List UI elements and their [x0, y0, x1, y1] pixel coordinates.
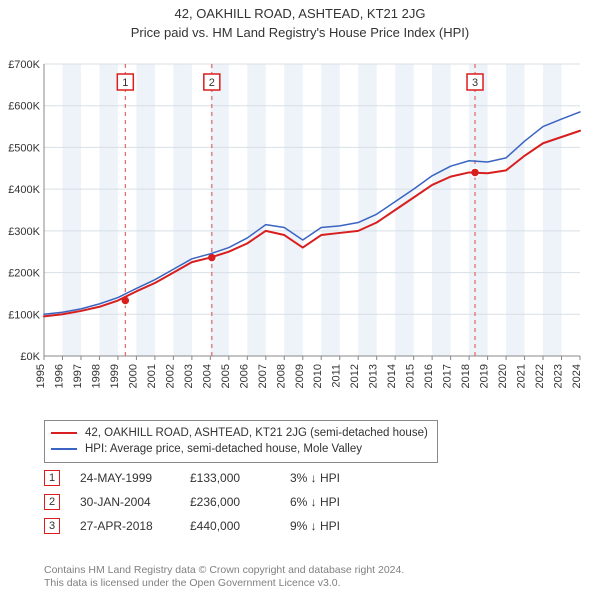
svg-text:1998: 1998	[90, 364, 102, 388]
svg-text:2011: 2011	[331, 364, 343, 388]
svg-text:2024: 2024	[571, 364, 583, 388]
transaction-table: 1 24-MAY-1999 £133,000 3% ↓ HPI 2 30-JAN…	[44, 466, 410, 538]
svg-text:2015: 2015	[405, 364, 417, 388]
svg-text:2001: 2001	[146, 364, 158, 388]
tx-date-3: 27-APR-2018	[80, 519, 190, 533]
svg-text:£700K: £700K	[8, 59, 40, 71]
tx-date-1: 24-MAY-1999	[80, 471, 190, 485]
chart-area: £0K £100K £200K £300K £400K £500K £600K £700K 19…	[0, 56, 600, 416]
svg-text:2021: 2021	[516, 364, 528, 388]
svg-text:2013: 2013	[368, 364, 380, 388]
svg-text:2000: 2000	[127, 364, 139, 388]
svg-text:£600K: £600K	[8, 101, 40, 113]
tx-price-2: £236,000	[190, 495, 290, 509]
table-row: 2 30-JAN-2004 £236,000 6% ↓ HPI	[44, 490, 410, 514]
svg-text:2005: 2005	[220, 364, 232, 388]
svg-text:2003: 2003	[183, 364, 195, 388]
svg-text:£300K: £300K	[8, 226, 40, 238]
page-subtitle: Price paid vs. HM Land Registry's House …	[0, 25, 600, 40]
svg-text:2018: 2018	[460, 364, 472, 388]
svg-text:2014: 2014	[386, 364, 398, 388]
table-row: 1 24-MAY-1999 £133,000 3% ↓ HPI	[44, 466, 410, 490]
legend-swatch-property	[51, 432, 77, 434]
svg-text:2008: 2008	[275, 364, 287, 388]
svg-text:2019: 2019	[479, 364, 491, 388]
page-title: 42, OAKHILL ROAD, ASHTEAD, KT21 2JG	[0, 6, 600, 21]
legend-item-property: 42, OAKHILL ROAD, ASHTEAD, KT21 2JG (sem…	[51, 425, 431, 441]
legend-swatch-hpi	[51, 448, 77, 450]
legend-item-hpi: HPI: Average price, semi-detached house,…	[51, 441, 431, 457]
svg-text:1996: 1996	[53, 364, 65, 388]
svg-text:2002: 2002	[164, 364, 176, 388]
svg-text:1: 1	[122, 77, 128, 89]
svg-text:2017: 2017	[442, 364, 454, 388]
svg-text:1997: 1997	[72, 364, 84, 388]
footnote-line1: Contains HM Land Registry data © Crown c…	[44, 564, 404, 576]
svg-text:3: 3	[472, 77, 478, 89]
table-row: 3 27-APR-2018 £440,000 9% ↓ HPI	[44, 514, 410, 538]
footnote: Contains HM Land Registry data © Crown c…	[44, 564, 580, 590]
svg-text:2007: 2007	[257, 364, 269, 388]
svg-text:2006: 2006	[238, 364, 250, 388]
svg-text:2022: 2022	[534, 364, 546, 388]
svg-text:£500K: £500K	[8, 142, 40, 154]
svg-text:£200K: £200K	[8, 268, 40, 280]
legend: 42, OAKHILL ROAD, ASHTEAD, KT21 2JG (sem…	[44, 420, 438, 463]
tx-marker-1: 1	[44, 470, 60, 486]
svg-text:2012: 2012	[349, 364, 361, 388]
tx-marker-3: 3	[44, 518, 60, 534]
svg-text:2: 2	[209, 77, 215, 89]
svg-text:1999: 1999	[109, 364, 121, 388]
tx-diff-2: 6% ↓ HPI	[290, 495, 410, 509]
tx-marker-2: 2	[44, 494, 60, 510]
tx-price-3: £440,000	[190, 519, 290, 533]
tx-diff-3: 9% ↓ HPI	[290, 519, 410, 533]
tx-date-2: 30-JAN-2004	[80, 495, 190, 509]
tx-price-1: £133,000	[190, 471, 290, 485]
svg-text:£400K: £400K	[8, 184, 40, 196]
svg-text:1995: 1995	[35, 364, 47, 388]
svg-text:£100K: £100K	[8, 309, 40, 321]
legend-label-hpi: HPI: Average price, semi-detached house,…	[85, 443, 362, 455]
svg-text:2004: 2004	[201, 364, 213, 388]
svg-text:2023: 2023	[553, 364, 565, 388]
svg-text:2010: 2010	[312, 364, 324, 388]
svg-text:2009: 2009	[294, 364, 306, 388]
svg-text:2016: 2016	[423, 364, 435, 388]
footnote-line2: This data is licensed under the Open Gov…	[44, 577, 341, 589]
svg-text:2020: 2020	[497, 364, 509, 388]
svg-text:£0K: £0K	[20, 351, 40, 363]
price-chart: £0K £100K £200K £300K £400K £500K £600K £700K 19…	[0, 56, 600, 416]
tx-diff-1: 3% ↓ HPI	[290, 471, 410, 485]
legend-label-property: 42, OAKHILL ROAD, ASHTEAD, KT21 2JG (sem…	[85, 427, 428, 439]
